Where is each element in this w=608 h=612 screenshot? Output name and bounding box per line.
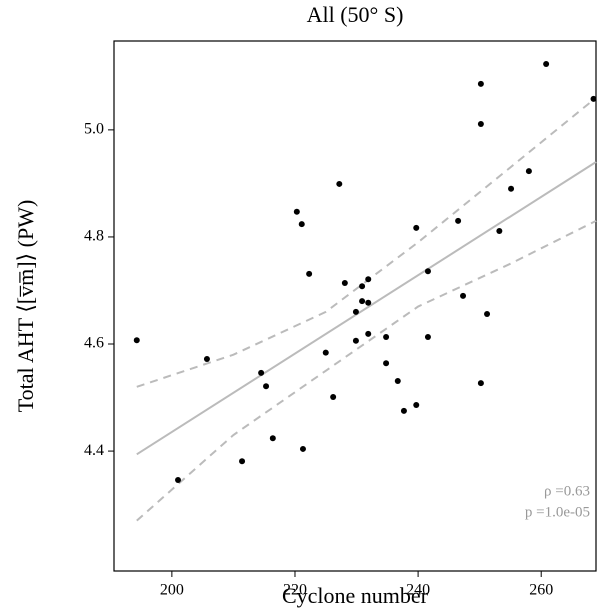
point	[203, 356, 210, 362]
x-tick-label: 260	[529, 582, 553, 599]
point	[460, 292, 467, 299]
y-tick-label: 4.4	[84, 442, 104, 459]
point	[365, 276, 372, 283]
point	[590, 95, 597, 102]
point	[383, 334, 390, 341]
point	[352, 337, 359, 344]
plot-frame	[113, 40, 597, 572]
point	[299, 445, 306, 452]
x-tick-label: 240	[406, 582, 430, 599]
point	[508, 185, 515, 192]
point	[306, 270, 313, 277]
point	[455, 217, 462, 224]
point	[413, 402, 420, 409]
y-tick-label: 4.6	[84, 335, 104, 352]
chart-title: All (50° S)	[307, 2, 404, 27]
confidence-line	[136, 96, 597, 388]
annotation: p =1.0e-05	[525, 504, 590, 520]
point	[341, 279, 348, 286]
point	[352, 308, 359, 315]
point	[330, 394, 337, 401]
point	[477, 380, 484, 387]
point	[477, 80, 484, 87]
point	[133, 337, 140, 344]
x-axis-label: Cyclone number	[282, 583, 429, 608]
point	[263, 383, 270, 390]
point	[269, 435, 276, 442]
x-tick-label: 200	[160, 582, 184, 599]
point	[496, 228, 503, 235]
point	[424, 268, 431, 275]
point	[258, 369, 265, 376]
point	[484, 311, 491, 318]
point	[336, 180, 343, 187]
point	[400, 407, 407, 414]
point	[239, 458, 246, 465]
point	[293, 208, 300, 215]
y-tick-label: 5.0	[84, 121, 104, 138]
y-tick-label: 4.8	[84, 228, 104, 245]
point	[298, 221, 305, 228]
point	[359, 283, 366, 290]
point	[322, 349, 329, 356]
point	[413, 224, 420, 231]
point	[477, 120, 484, 127]
point	[175, 476, 182, 483]
point	[359, 298, 366, 305]
x-tick-label: 220	[283, 582, 307, 599]
point	[525, 168, 532, 175]
annotation: ρ =0.63	[544, 483, 590, 499]
fit-line	[136, 161, 597, 456]
point	[543, 61, 550, 68]
y-axis-label: Total AHT ⟨[v̅m̅]⟩ (PW)	[13, 200, 38, 413]
point	[424, 334, 431, 341]
point	[394, 377, 401, 384]
point	[365, 330, 372, 337]
point	[383, 360, 390, 367]
point	[365, 299, 372, 306]
confidence-line	[136, 219, 597, 522]
